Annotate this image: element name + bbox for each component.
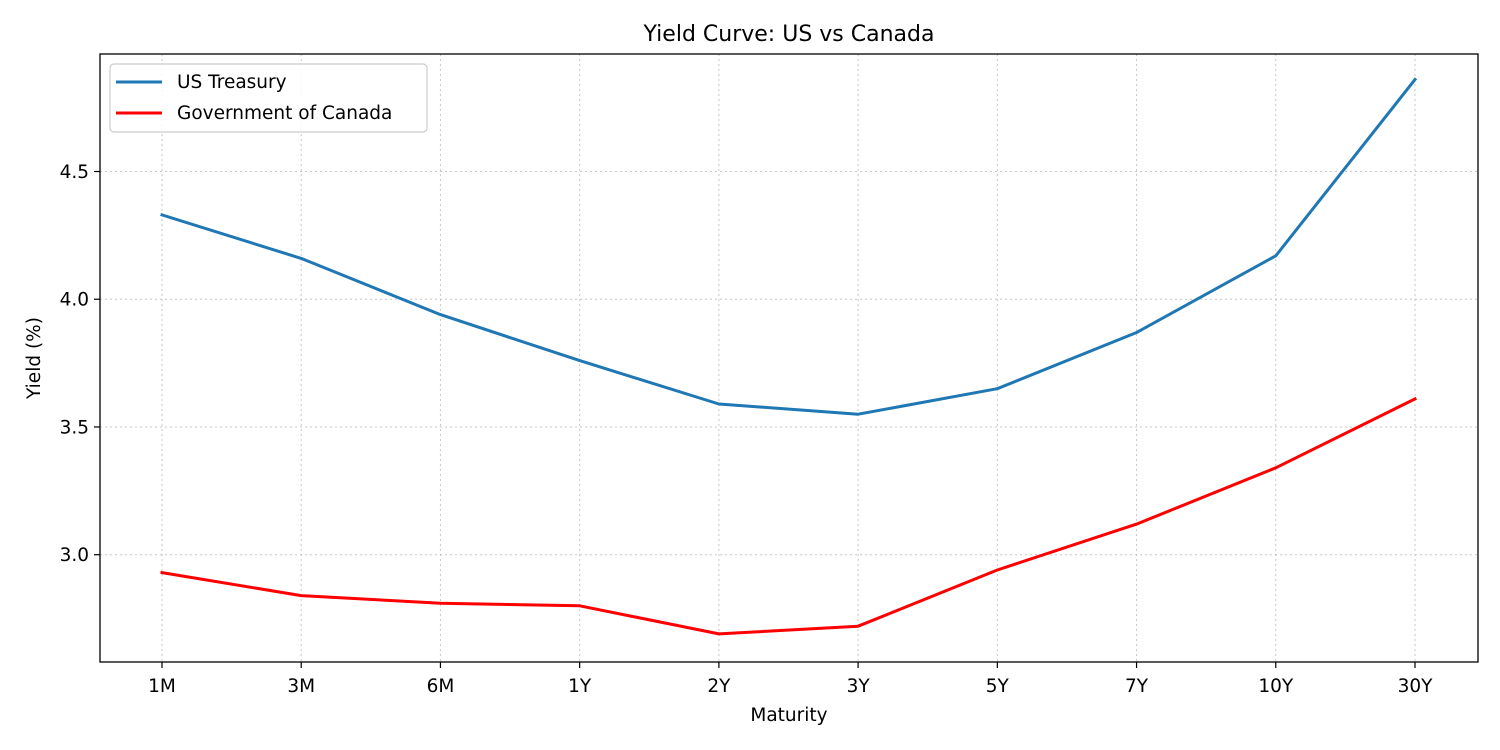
x-tick-label: 3M: [287, 676, 315, 697]
x-tick-label: 2Y: [707, 676, 731, 697]
series-lines: [160, 77, 1418, 636]
y-tick-label: 3.5: [60, 417, 89, 438]
x-tick-label: 6M: [427, 676, 455, 697]
grid: [100, 54, 1478, 662]
x-tick-label: 5Y: [986, 676, 1010, 697]
x-tick-label: 3Y: [847, 676, 871, 697]
x-tick-label: 10Y: [1258, 676, 1294, 697]
series-line-us-treasury: [160, 77, 1418, 416]
chart-title: Yield Curve: US vs Canada: [643, 22, 935, 47]
x-axis-ticks: 1M 3M 6M 1Y 2Y 3Y 5Y 7Y 10Y 30Y: [148, 662, 1433, 697]
x-axis-label: Maturity: [750, 705, 827, 726]
legend-label-us-treasury: US Treasury: [177, 72, 287, 93]
y-tick-label: 4.5: [60, 162, 89, 183]
legend-label-government-of-canada: Government of Canada: [177, 103, 392, 124]
x-tick-label: 30Y: [1398, 676, 1434, 697]
legend: US Treasury Government of Canada: [109, 63, 428, 133]
y-tick-label: 3.0: [60, 545, 89, 566]
series-line-government-of-canada: [160, 396, 1418, 636]
legend-box: [109, 63, 428, 133]
x-tick-label: 1Y: [568, 676, 592, 697]
x-tick-label: 7Y: [1125, 676, 1149, 697]
y-axis-label: Yield (%): [24, 317, 45, 400]
y-axis-ticks: 3.0 3.5 4.0 4.5: [60, 162, 100, 566]
y-tick-label: 4.0: [60, 290, 89, 311]
x-tick-label: 1M: [148, 676, 176, 697]
plot-frame: [99, 53, 1479, 663]
